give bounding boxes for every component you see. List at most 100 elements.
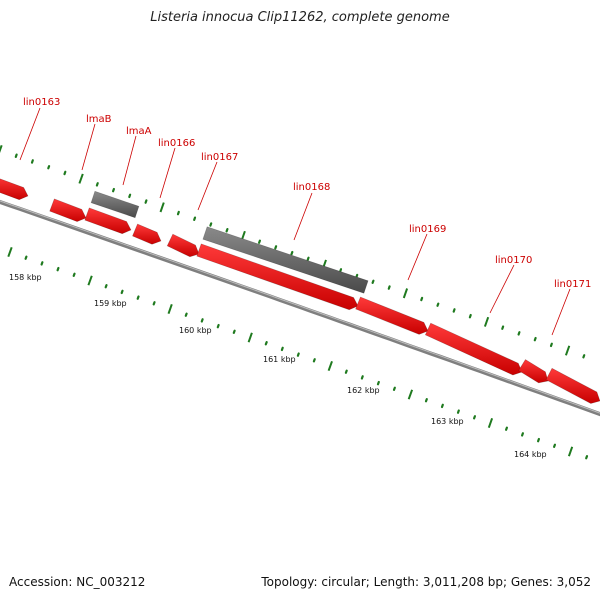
bottom-track-minor-tick <box>264 341 268 346</box>
bottom-track-minor-tick <box>104 284 108 289</box>
top-track-minor-tick <box>582 354 586 359</box>
top-track-major-tick <box>402 288 409 299</box>
top-track-major-tick <box>159 202 165 213</box>
gene-lin0167-arrow <box>196 243 359 311</box>
gene-lin0163-leader-line <box>19 107 41 161</box>
top-track-major-tick <box>78 173 84 184</box>
bottom-track-major-tick <box>487 417 494 429</box>
top-track-minor-tick <box>355 273 359 279</box>
bottom-track-minor-tick <box>376 380 380 386</box>
bottom-track-minor-tick <box>360 375 364 380</box>
gene-track <box>0 178 600 404</box>
bottom-track-minor-tick <box>152 301 156 306</box>
scale-label-layer: 158 kbp 159 kbp 160 kbp 161 kbp 162 kbp 163 k… <box>9 273 547 459</box>
bottom-track-minor-tick <box>184 312 188 317</box>
bottom-track-minor-tick <box>585 455 589 460</box>
bottom-track-minor-tick <box>280 346 284 352</box>
accession-text: Accession: NC_003212 <box>9 575 146 589</box>
gene-lin0168-rna-bar <box>202 226 369 294</box>
gene-lin0170-arrow <box>424 322 523 376</box>
gene-lmaa-arrow <box>84 207 132 235</box>
gene-lin0169-leader-line <box>407 233 428 281</box>
gene-lin0167-label: lin0167 <box>201 152 238 163</box>
bottom-track-minor-tick <box>440 403 444 409</box>
bottom-track-minor-tick <box>24 255 28 260</box>
top-track-minor-tick <box>420 296 424 302</box>
top-track-minor-tick <box>517 331 521 336</box>
gene-lin0171-leader-line <box>551 288 571 336</box>
top-track-minor-tick <box>387 285 391 290</box>
top-track-minor-tick <box>501 325 505 330</box>
bottom-track-major-tick <box>87 275 93 286</box>
bottom-track-major-tick <box>247 332 253 343</box>
bottom-tick-track <box>7 246 589 460</box>
top-track-major-tick <box>0 144 3 153</box>
gene-lin0163-label: lin0163 <box>23 97 60 108</box>
top-track-minor-tick <box>452 308 456 313</box>
top-track-minor-tick <box>128 193 132 199</box>
gene-lin0167-leader-line <box>197 161 218 211</box>
gene-lmab-leader-line <box>81 123 96 171</box>
gene-lmab-label: lmaB <box>86 114 112 125</box>
bottom-track-major-tick <box>407 389 414 400</box>
bottom-track-minor-tick <box>40 261 44 266</box>
bottom-track-minor-tick <box>505 426 508 431</box>
top-track-minor-tick <box>176 210 180 216</box>
bottom-track-major-tick <box>7 246 13 258</box>
gene-lmaa-leader-line <box>122 135 137 186</box>
gene-lin0171-label: lin0171 <box>554 279 591 290</box>
scale-label-164-kbp: 164 kbp <box>514 450 547 459</box>
bottom-track-minor-tick <box>200 318 204 323</box>
gene-lin0166-arrow <box>132 223 162 245</box>
top-track-minor-tick <box>436 302 440 307</box>
top-track-minor-tick <box>290 250 294 256</box>
backbone-highlight <box>0 200 600 414</box>
bottom-track-minor-tick <box>72 272 76 277</box>
bottom-track-minor-tick <box>552 443 557 448</box>
bottom-track-minor-tick <box>296 352 300 357</box>
top-track-minor-tick <box>111 187 116 193</box>
top-track-minor-tick <box>258 239 261 244</box>
top-track-minor-tick <box>30 159 34 164</box>
top-track-minor-tick <box>533 336 537 342</box>
bottom-track-minor-tick <box>473 415 476 420</box>
gene-lin0163-arrow <box>49 198 87 222</box>
top-track-minor-tick <box>47 165 51 170</box>
gene-lmaa-label: lmaA <box>126 126 152 137</box>
top-track-minor-tick <box>549 342 553 348</box>
gene-0-arrow <box>0 178 29 201</box>
top-track-minor-tick <box>209 222 213 227</box>
top-track-major-tick <box>564 345 571 356</box>
top-tick-track <box>0 144 586 359</box>
bottom-track-minor-tick <box>344 369 348 374</box>
top-track-minor-tick <box>306 256 310 262</box>
top-track-minor-tick <box>225 228 229 233</box>
bottom-track-major-tick <box>567 446 574 457</box>
bottom-track-minor-tick <box>232 329 236 334</box>
top-track-minor-tick <box>14 153 18 158</box>
gene-lin0168-leader-line <box>293 192 313 241</box>
gene-lin0169-label: lin0169 <box>409 224 446 235</box>
genome-backbone <box>0 199 600 417</box>
top-track-minor-tick <box>339 268 343 273</box>
gene-11-arrow <box>545 367 600 404</box>
gene-lin0168-label: lin0168 <box>293 182 330 193</box>
gene-lin0167-arrow <box>166 233 200 258</box>
top-track-minor-tick <box>468 313 472 319</box>
gene-lmab-rna-bar <box>90 190 140 219</box>
top-track-minor-tick <box>371 279 375 284</box>
top-track-minor-tick <box>144 199 148 204</box>
top-track-minor-tick <box>63 170 67 176</box>
scale-label-160-kbp: 160 kbp <box>179 326 212 335</box>
scale-label-161-kbp: 161 kbp <box>263 355 296 364</box>
bottom-track-minor-tick <box>312 358 316 363</box>
gene-lin0169-arrow <box>355 296 429 335</box>
gene-lin0170-leader-line <box>489 264 515 314</box>
scale-label-158-kbp: 158 kbp <box>9 273 42 282</box>
gene-lin0166-label: lin0166 <box>158 138 195 149</box>
scale-label-163-kbp: 163 kbp <box>431 417 464 426</box>
bottom-track-minor-tick <box>520 432 525 437</box>
bottom-track-minor-tick <box>120 289 124 295</box>
bottom-track-minor-tick <box>536 437 541 443</box>
